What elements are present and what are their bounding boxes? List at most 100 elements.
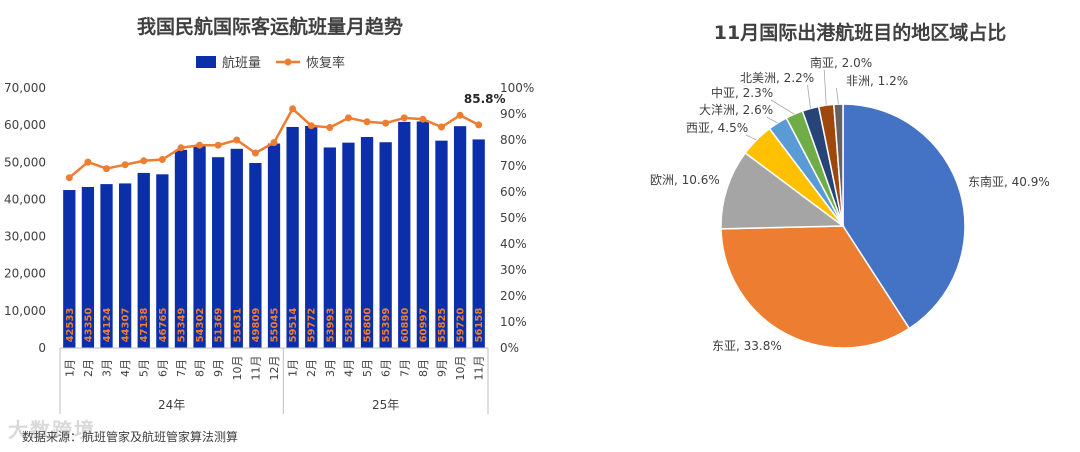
bar-value-label: 53349 <box>176 308 187 343</box>
x-tick-label: 8月 <box>194 359 207 377</box>
right-axis-tick: 80% <box>500 133 527 147</box>
bar-value-label: 56800 <box>363 308 374 343</box>
x-tick-label: 2月 <box>82 359 95 377</box>
pie-slice-label: 中亚, 2.3% <box>711 85 773 100</box>
bar-value-label: 54302 <box>195 308 206 343</box>
bar <box>472 139 485 348</box>
x-tick-label: 9月 <box>435 359 448 377</box>
x-tick-label: 7月 <box>398 359 411 377</box>
recovery-rate-point <box>437 123 445 131</box>
bar <box>118 183 132 348</box>
pie-slice <box>720 225 911 349</box>
pie-slice <box>720 151 846 230</box>
right-axis-tick: 100% <box>500 81 534 95</box>
bar <box>267 143 281 348</box>
bar-value-label: 60997 <box>418 308 429 343</box>
left-axis-tick: 30,000 <box>4 230 46 244</box>
pie-leader-line <box>807 84 811 109</box>
recovery-rate-point <box>121 161 129 169</box>
right-axis-tick: 50% <box>500 211 527 225</box>
recovery-rate-point <box>103 165 111 173</box>
left-axis-tick: 60,000 <box>4 118 46 132</box>
pie-slice-label: 东亚, 33.8% <box>712 339 782 353</box>
legend-line-marker <box>284 58 292 66</box>
bar <box>435 140 448 348</box>
bar <box>230 148 243 348</box>
x-tick-label: 12月 <box>268 356 281 381</box>
source-note: 数据来源：航班管家及航班管家算法测算 <box>22 430 239 444</box>
bar-value-label: 53631 <box>232 308 243 343</box>
recovery-rate-point <box>289 105 297 113</box>
recovery-rate-point <box>344 114 352 122</box>
pie-slice-label: 北美洲, 2.2% <box>740 71 814 85</box>
bar <box>174 149 188 348</box>
recovery-rate-point <box>307 122 315 130</box>
pie-chart-title: 11月国际出港航班目的地区域占比 <box>713 22 1007 44</box>
x-tick-label: 2月 <box>305 359 318 377</box>
bar-value-label: 53993 <box>325 308 336 343</box>
bar-chart-title: 我国民航国际客运航班量月趋势 <box>136 16 403 38</box>
bar <box>156 174 169 348</box>
recovery-rate-point <box>400 114 408 122</box>
left-axis-tick: 10,000 <box>4 304 46 318</box>
recovery-rate-point <box>419 115 427 123</box>
last-point-label: 85.8% <box>464 92 506 106</box>
x-tick-label: 6月 <box>380 359 393 377</box>
recovery-rate-point <box>233 136 241 144</box>
bar-value-label: 44307 <box>121 308 132 343</box>
left-axis-tick: 70,000 <box>4 81 46 95</box>
bar <box>249 162 262 348</box>
x-tick-label: 3月 <box>324 359 337 377</box>
bar-value-label: 59514 <box>288 308 299 343</box>
recovery-rate-point <box>65 174 73 182</box>
bar <box>100 184 113 348</box>
bar <box>286 126 299 348</box>
group-label: 24年 <box>158 398 185 412</box>
x-tick-label: 10月 <box>454 356 467 381</box>
pie-slice-label: 大洋洲, 2.6% <box>699 102 773 117</box>
legend-bar-swatch <box>196 56 216 68</box>
pie-leader-line <box>766 116 778 124</box>
pie-slice-label: 非洲, 1.2% <box>846 74 908 88</box>
bar-value-label: 55045 <box>270 308 281 343</box>
left-axis-tick: 20,000 <box>4 267 46 281</box>
recovery-rate-point <box>84 158 92 166</box>
x-tick-label: 8月 <box>417 359 430 377</box>
bar <box>305 125 318 348</box>
pie-leader-line <box>770 99 795 115</box>
pie-leader-line <box>745 134 757 141</box>
recovery-rate-point <box>158 156 166 163</box>
recovery-rate-point <box>214 141 222 149</box>
left-axis-tick: 50,000 <box>4 155 46 169</box>
bar <box>379 142 392 348</box>
bar <box>453 126 467 348</box>
bar-value-label: 55285 <box>344 308 355 343</box>
pie-leader-line <box>823 69 827 106</box>
bar <box>193 146 206 348</box>
right-axis-tick: 30% <box>500 263 527 277</box>
bar-value-label: 59720 <box>456 308 467 343</box>
x-tick-label: 11月 <box>473 356 486 381</box>
recovery-rate-point <box>382 119 390 127</box>
x-tick-label: 4月 <box>342 359 355 377</box>
right-axis-tick: 70% <box>500 159 527 173</box>
x-tick-label: 7月 <box>175 359 188 377</box>
right-axis-tick: 90% <box>500 107 527 121</box>
brand-watermark: 大数跨境 <box>8 418 96 442</box>
bar <box>398 121 411 348</box>
right-axis-tick: 60% <box>500 185 527 199</box>
bar-value-label: 42533 <box>65 308 76 343</box>
x-tick-label: 1月 <box>287 359 300 377</box>
recovery-rate-point <box>456 111 464 119</box>
bar <box>342 142 355 348</box>
recovery-rate-point <box>326 124 334 132</box>
bar <box>323 147 336 348</box>
x-tick-label: 1月 <box>63 359 76 377</box>
pie-leader-line <box>836 87 839 105</box>
pie-slice-label: 东南亚, 40.9% <box>968 174 1050 189</box>
legend-bar-label: 航班量 <box>222 55 261 71</box>
right-axis-tick: 20% <box>500 289 527 303</box>
bar-value-label: 47138 <box>139 308 150 343</box>
bar <box>63 190 76 348</box>
